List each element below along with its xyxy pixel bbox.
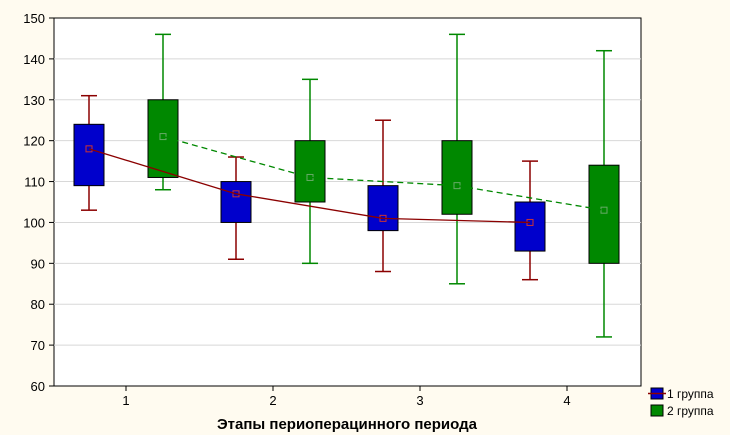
box-rect [441, 140, 473, 215]
plot-area [53, 17, 642, 387]
box-2-2 [294, 78, 326, 265]
box-1-4 [514, 160, 546, 281]
box-2-4 [588, 49, 620, 338]
box-rect [588, 164, 620, 264]
y-tick-label: 80 [31, 297, 45, 312]
box-2-3 [441, 33, 473, 285]
box-rect [73, 123, 105, 187]
x-axis-ticks: 1 2 3 4 [122, 386, 571, 408]
x-tick-label: 2 [269, 393, 276, 408]
x-tick-label: 1 [122, 393, 129, 408]
y-tick-label: 100 [23, 215, 45, 230]
x-axis-label: Этапы периоперацинного периода [217, 416, 478, 433]
y-tick-label: 120 [23, 134, 45, 149]
box-rect [514, 201, 546, 252]
legend: 1 группа 2 группа [648, 387, 714, 418]
y-tick-label: 70 [31, 338, 45, 353]
legend-swatch [650, 404, 664, 417]
x-tick-label: 3 [416, 393, 423, 408]
legend-label: 1 группа [667, 387, 714, 401]
y-tick-label: 90 [31, 256, 45, 271]
x-tick-label: 4 [563, 393, 570, 408]
box-2-1 [147, 33, 179, 191]
mean-marker [159, 133, 167, 141]
y-tick-label: 60 [31, 379, 45, 394]
box-rect [220, 181, 252, 223]
box-1-1 [73, 94, 105, 211]
box-1-2 [220, 156, 252, 260]
y-tick-label: 150 [23, 11, 45, 26]
boxes-layer [73, 33, 620, 338]
box-1-3 [367, 119, 399, 273]
mean-marker [85, 145, 93, 153]
y-tick-label: 110 [24, 175, 45, 190]
y-tick-label: 130 [23, 93, 45, 108]
box-rect [147, 99, 179, 178]
y-tick-label: 140 [23, 52, 45, 67]
box-rect [294, 140, 326, 203]
mean-lines-layer [88, 135, 605, 224]
mean-line-series-1 [88, 148, 531, 224]
y-axis-ticks: 60 70 80 90 100 110 120 130 140 150 [23, 11, 54, 394]
mean-line-series-2 [162, 135, 605, 211]
legend-label: 2 группа [667, 404, 714, 418]
box-rect [367, 185, 399, 232]
